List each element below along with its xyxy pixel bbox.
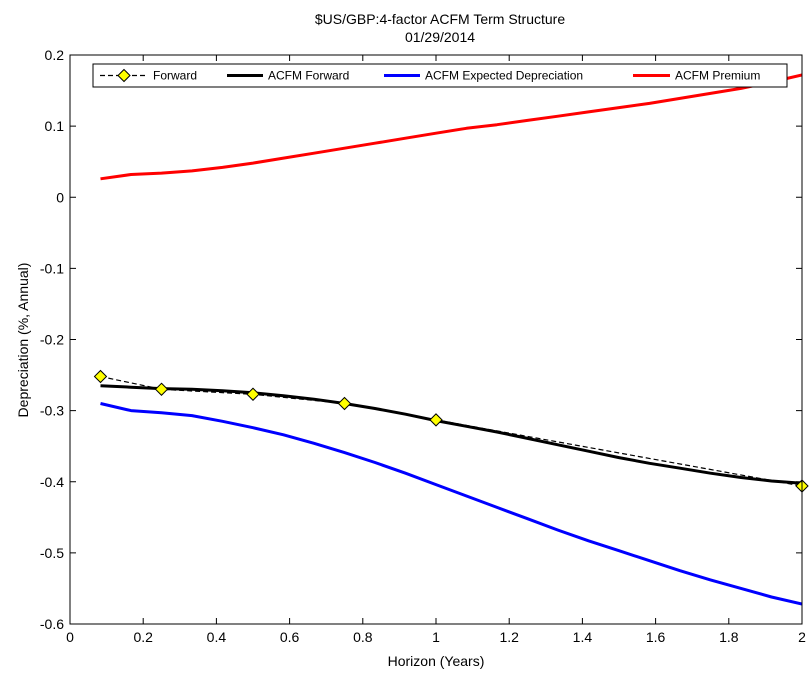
x-tick-label: 1	[432, 629, 440, 645]
chart-title: $US/GBP:4-factor ACFM Term Structure	[315, 11, 565, 27]
x-tick-label: 1.4	[573, 629, 593, 645]
series-line-acfm-expected-depreciation	[100, 402, 802, 606]
series-layer	[93, 73, 809, 606]
axes-layer: 0 0.2 0.4 0.6 0.8 1 1.2 1.4 1.6 1.8 2 0.2 0.1 0 -0.1 -0…	[40, 47, 806, 645]
x-tick-label: 0.6	[280, 629, 300, 645]
x-tick-label: 1.2	[499, 629, 519, 645]
y-tick-label: -0.3	[40, 403, 64, 419]
plot-area	[70, 55, 802, 624]
x-tick-label: 0.4	[207, 629, 227, 645]
x-axis-label: Horizon (Years)	[388, 653, 485, 669]
data-point-forward	[246, 387, 260, 401]
y-tick-label: 0.1	[45, 118, 65, 134]
legend-label-forward: Forward	[153, 69, 197, 83]
legend: Forward ACFM Forward ACFM Expected Depreci…	[92, 63, 788, 88]
legend-label-acfm-forward: ACFM Forward	[268, 69, 349, 83]
data-point-forward	[429, 413, 443, 427]
x-tick-label: 0.8	[353, 629, 373, 645]
y-tick-label: -0.5	[40, 545, 64, 561]
x-tick-label: 0.2	[133, 629, 153, 645]
x-tick-label: 1.8	[719, 629, 739, 645]
legend-box	[92, 63, 788, 88]
legend-label-acfm-premium: ACFM Premium	[675, 69, 760, 83]
legend-label-acfm-expected-depreciation: ACFM Expected Depreciation	[425, 69, 583, 83]
y-tick-label: -0.2	[40, 332, 64, 348]
y-tick-label: -0.6	[40, 616, 64, 632]
data-point-forward	[154, 382, 169, 396]
series-line-acfm-premium	[100, 73, 802, 181]
y-tick-label: -0.1	[40, 260, 64, 276]
legend-marker-forward	[117, 68, 131, 83]
y-axis-label: Depreciation (%, Annual)	[15, 263, 31, 418]
series-line-forward	[100, 375, 802, 487]
chart-subtitle: 01/29/2014	[405, 29, 475, 45]
x-tick-label: 1.6	[646, 629, 666, 645]
y-tick-label: 0.2	[45, 47, 65, 63]
data-point-forward	[93, 369, 108, 384]
data-point-forward	[337, 396, 352, 411]
series-line-acfm-forward	[100, 384, 802, 485]
x-tick-label: 0	[66, 629, 74, 645]
x-tick-label: 2	[798, 629, 806, 645]
y-tick-label: -0.4	[40, 474, 64, 490]
y-tick-label: 0	[56, 189, 64, 205]
